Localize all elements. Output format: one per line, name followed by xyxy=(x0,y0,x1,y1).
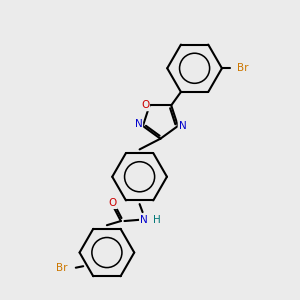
Text: Br: Br xyxy=(56,263,68,273)
Text: O: O xyxy=(141,100,149,110)
Text: Br: Br xyxy=(237,63,249,73)
Text: O: O xyxy=(109,198,117,208)
Text: N: N xyxy=(134,119,142,130)
Text: H: H xyxy=(153,214,160,224)
Text: N: N xyxy=(140,214,148,224)
Text: N: N xyxy=(178,121,186,131)
